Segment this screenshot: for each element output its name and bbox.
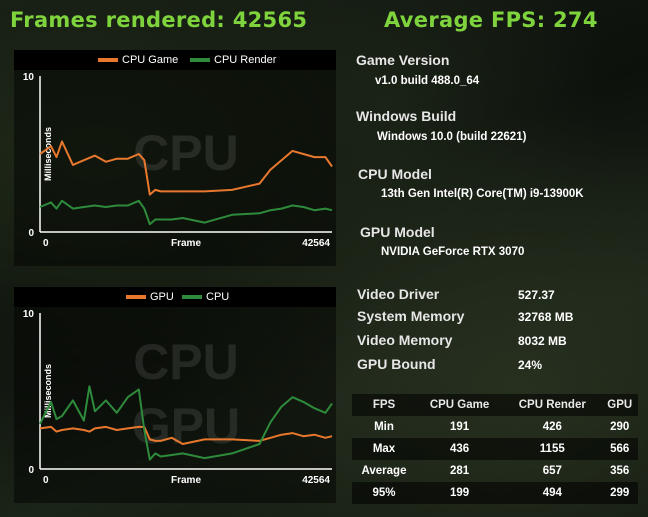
chart-watermark-text: GPU: [132, 398, 240, 454]
row-label: Average: [361, 465, 407, 477]
game-version-label: Game Version: [356, 52, 450, 68]
legend-label: CPU Render: [214, 54, 277, 66]
table-cell: 436: [449, 443, 470, 455]
table-row: Min 191 426 290: [352, 416, 638, 438]
windows-build-value: Windows 10.0 (build 22621): [377, 131, 527, 143]
gpu-bound-label: GPU Bound: [357, 356, 436, 372]
row-label: Min: [374, 421, 394, 433]
legend-item-cpu-game: CPU Game: [98, 54, 178, 66]
table-cell: 426: [542, 421, 562, 433]
chart-watermark-text: CPU: [133, 334, 239, 390]
y-tick-label: 0: [28, 228, 34, 239]
column-header: CPU Game: [429, 399, 490, 411]
table-cell: 299: [610, 487, 630, 499]
system-memory-label: System Memory: [357, 308, 465, 324]
x-tick-label: 0: [43, 238, 49, 249]
x-tick-label: 42564: [302, 475, 330, 486]
legend-item-gpu: GPU: [126, 291, 174, 303]
table-cell: 199: [449, 487, 470, 499]
chart-watermark-text: CPU: [133, 125, 239, 181]
video-memory-label: Video Memory: [357, 332, 453, 348]
table-cell: 281: [449, 465, 470, 477]
legend-item-cpu: CPU: [182, 291, 229, 303]
chart-legend: GPU CPU: [14, 287, 336, 307]
column-header: FPS: [372, 399, 396, 411]
table-header-row: FPS CPU Game CPU Render GPU: [352, 394, 638, 416]
frames-rendered-header: Frames rendered: 42565: [10, 8, 307, 32]
table-cell: 566: [610, 443, 630, 455]
video-driver-label: Video Driver: [357, 286, 440, 302]
y-tick-label: 0: [28, 465, 34, 476]
legend-label: GPU: [150, 291, 174, 303]
x-tick-label: 0: [43, 475, 49, 486]
cpu-model-label: CPU Model: [358, 166, 432, 182]
cpu-model-value: 13th Gen Intel(R) Core(TM) i9-13900K: [381, 188, 584, 200]
gpu-model-label: GPU Model: [360, 224, 435, 240]
series-line-cpu-game: [39, 140, 333, 196]
table-cell: 494: [542, 487, 562, 499]
legend-label: CPU Game: [122, 54, 179, 66]
column-header: CPU Render: [518, 399, 586, 411]
legend-swatch-green: [190, 58, 210, 63]
table-row: Average 281 657 356: [352, 460, 638, 482]
series-line-cpu-render: [39, 199, 333, 226]
legend-label: CPU: [206, 291, 230, 303]
table-row: Max 436 1155 566: [352, 438, 638, 460]
column-header: GPU: [607, 399, 633, 411]
legend-swatch-green: [182, 295, 202, 300]
table-cell: 657: [542, 465, 562, 477]
x-tick-label: 42564: [302, 238, 330, 249]
row-label: 95%: [372, 487, 396, 499]
game-version-value: v1.0 build 488.0_64: [375, 75, 480, 87]
average-fps-header: Average FPS: 274: [384, 8, 598, 32]
chart-legend: CPU Game CPU Render: [14, 50, 336, 70]
gpu-cpu-frametime-chart: CPU GPU 0 10 0 42564 Frame Milliseconds GPU CPU: [14, 287, 336, 503]
series-line-gpu: [39, 425, 333, 445]
table-cell: 290: [610, 421, 630, 433]
x-axis-label: Frame: [171, 475, 201, 486]
y-axis-label: Milliseconds: [43, 364, 53, 418]
windows-build-label: Windows Build: [356, 108, 457, 124]
y-axis-label: Milliseconds: [43, 127, 53, 181]
video-memory-value: 8032 MB: [518, 334, 567, 348]
table-row: 95% 199 494 299: [352, 482, 638, 504]
legend-item-cpu-render: CPU Render: [190, 54, 276, 66]
cpu-frametime-chart: CPU 0 10 0 42564 Frame Milliseconds CPU Game C…: [14, 50, 336, 266]
legend-swatch-orange: [98, 58, 118, 63]
y-tick-label: 10: [23, 72, 35, 83]
average-fps-text: Average FPS: 274: [384, 8, 598, 32]
y-tick-label: 10: [23, 309, 35, 320]
table-cell: 191: [449, 421, 470, 433]
table-cell: 1155: [539, 443, 565, 455]
video-driver-value: 527.37: [518, 288, 555, 302]
row-label: Max: [372, 443, 396, 455]
system-memory-value: 32768 MB: [518, 310, 574, 324]
table-cell: 356: [610, 465, 630, 477]
cpu-frametime-chart-svg: CPU 0 10 0 42564 Frame Milliseconds: [23, 72, 333, 249]
fps-summary-table: FPS CPU Game CPU Render GPU Min 191 426 …: [352, 394, 638, 504]
legend-swatch-orange: [126, 295, 146, 300]
frames-rendered-text: Frames rendered: 42565: [10, 8, 308, 32]
gpu-cpu-frametime-chart-svg: CPU GPU 0 10 0 42564 Frame Milliseconds: [23, 309, 333, 486]
series-line-cpu: [39, 385, 333, 461]
gpu-bound-value: 24%: [518, 358, 543, 372]
x-axis-label: Frame: [171, 238, 201, 249]
gpu-model-value: NVIDIA GeForce RTX 3070: [381, 246, 525, 258]
